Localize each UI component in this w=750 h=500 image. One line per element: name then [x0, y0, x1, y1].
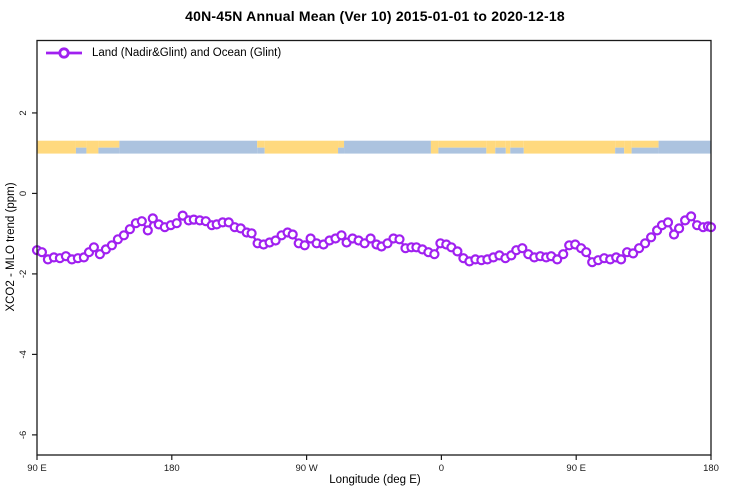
y-axis-title: XCO2 - MLO trend (ppm) [5, 182, 17, 312]
x-tick-label: 90 E [566, 463, 586, 474]
y-tick-label: -2 [18, 270, 29, 278]
x-tick-label: 90 W [296, 463, 318, 474]
y-ticks: 2 0 -2 -4 -6 [18, 110, 37, 439]
plot-border [36, 39, 712, 456]
y-tick-label: 2 [18, 110, 29, 115]
x-axis-title: Longitude (deg E) [329, 474, 421, 486]
y-tick-label: -6 [18, 431, 29, 439]
x-tick-label: 90 E [27, 463, 47, 474]
map-band [37, 140, 711, 154]
chart-title: 40N-45N Annual Mean (Ver 10) 2015-01-01 … [185, 8, 565, 24]
y-tick-label: -4 [18, 350, 29, 358]
y-tick-label: 0 [18, 191, 29, 196]
x-ticks: 90 E 180 90 W 0 90 E 180 [27, 455, 719, 474]
x-tick-label: 180 [703, 463, 719, 474]
legend: Land (Nadir&Glint) and Ocean (Glint) [45, 46, 281, 60]
x-tick-label: 180 [164, 463, 180, 474]
x-tick-label: 0 [439, 463, 444, 474]
legend-line-marker-icon [46, 47, 82, 59]
data-series [31, 210, 717, 268]
legend-label: Land (Nadir&Glint) and Ocean (Glint) [92, 47, 282, 59]
